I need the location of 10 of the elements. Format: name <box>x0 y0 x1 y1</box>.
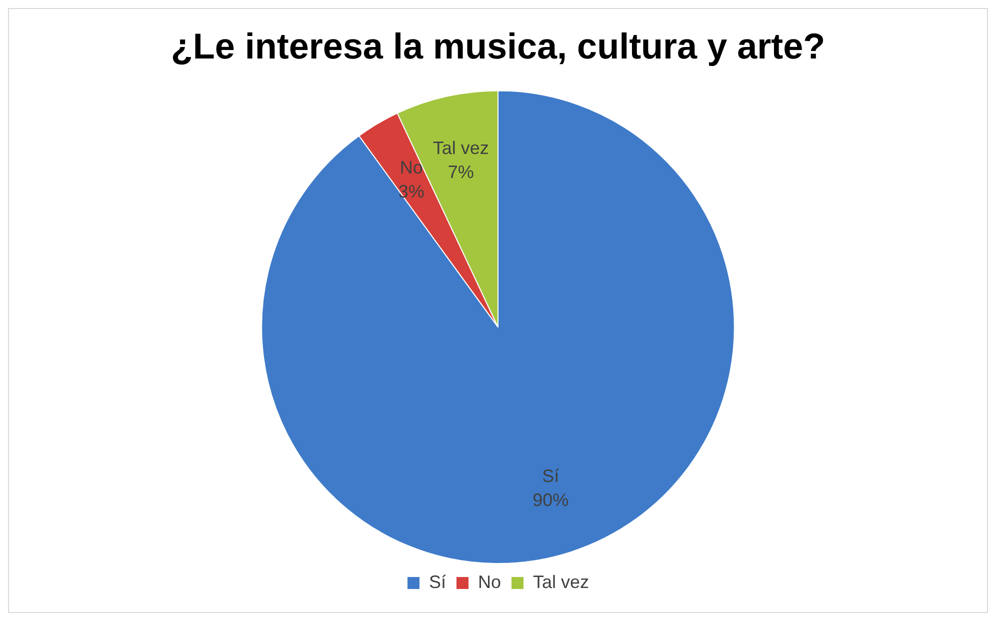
legend-label: Sí <box>428 572 446 592</box>
slice-label: Sí <box>542 466 560 486</box>
data-label: 7% <box>448 162 474 182</box>
data-label: 3% <box>398 182 424 202</box>
data-label: 90% <box>532 490 569 510</box>
chart-title: ¿Le interesa la musica, cultura y arte? <box>170 26 826 67</box>
legend-label: Tal vez <box>533 572 590 592</box>
slice-label: Tal vez <box>432 138 489 158</box>
legend-label: No <box>478 572 502 592</box>
slice-label: No <box>400 158 423 178</box>
